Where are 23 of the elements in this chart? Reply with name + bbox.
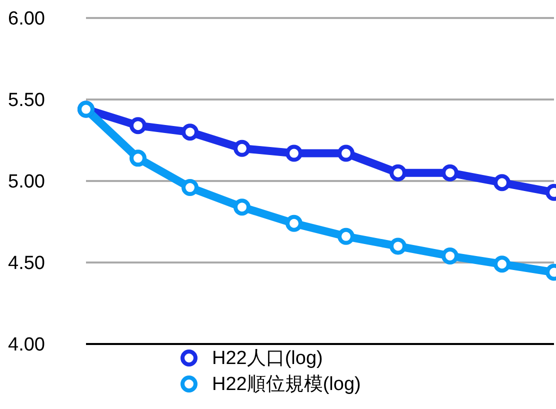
legend-label: H22順位規模(log) <box>212 373 361 397</box>
point <box>182 124 198 141</box>
point <box>182 179 198 196</box>
point <box>234 198 250 216</box>
point <box>286 144 302 162</box>
point <box>130 117 146 134</box>
point <box>494 256 510 273</box>
point <box>234 140 250 157</box>
point <box>390 164 406 182</box>
point <box>286 214 302 232</box>
point <box>442 164 458 182</box>
point <box>494 174 510 192</box>
y-tick-label: 4.50 <box>8 253 45 274</box>
legend-label: H22人口(log) <box>212 347 323 371</box>
y-tick-label: 4.00 <box>8 334 45 356</box>
point <box>442 247 458 264</box>
point <box>390 238 406 255</box>
y-tick-label: 5.50 <box>8 90 45 112</box>
point <box>130 150 146 167</box>
y-tick-label: 6.00 <box>8 8 45 30</box>
point <box>338 228 354 245</box>
point <box>338 144 354 162</box>
y-tick-label: 5.00 <box>8 172 45 193</box>
